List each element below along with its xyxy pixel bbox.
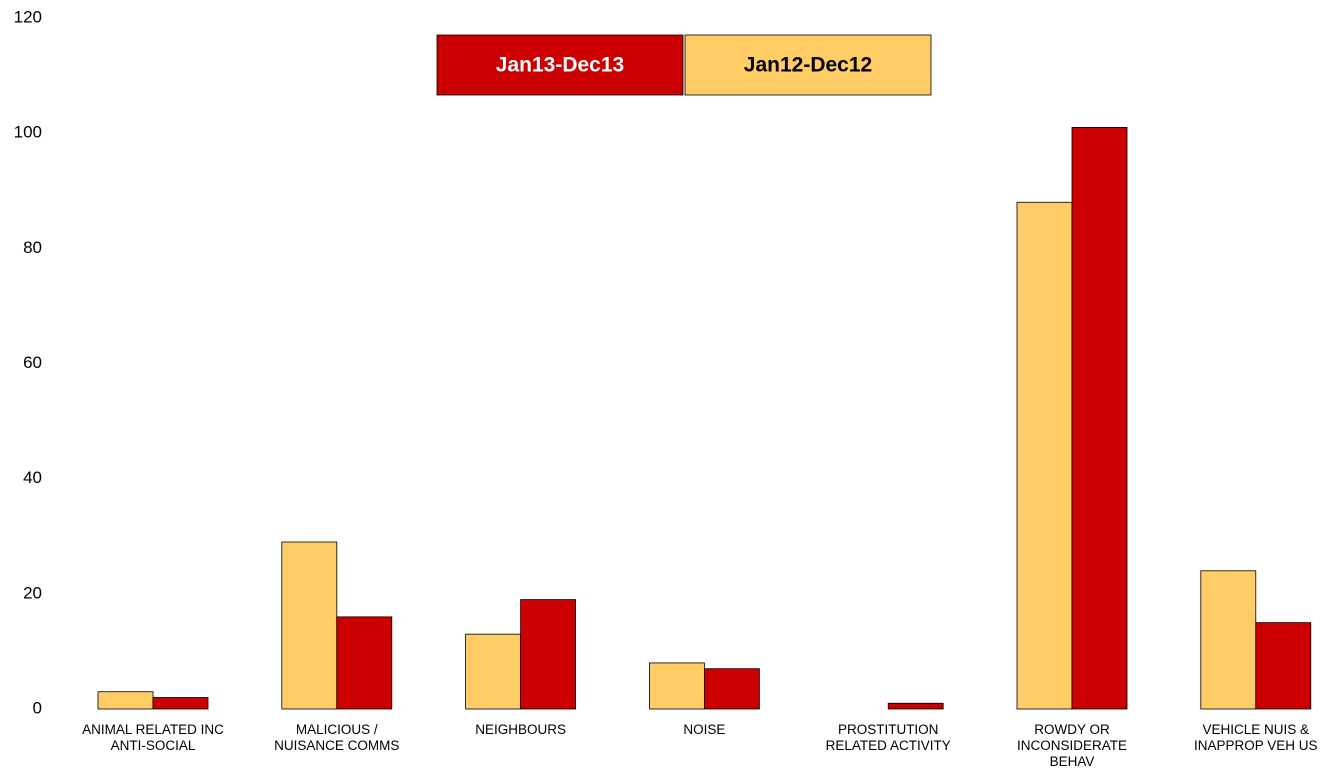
y-tick-label: 100 [14,123,42,142]
y-tick-label: 0 [33,698,42,717]
bar [1255,622,1312,710]
bar [1071,127,1128,710]
bar [1200,570,1257,710]
y-tick-label: 60 [23,353,42,372]
legend-label: Jan13-Dec13 [496,54,624,77]
bar [649,662,705,710]
x-tick-label: ANIMAL RELATED INC ANTI-SOCIAL [82,722,224,753]
y-tick-label: 120 [14,7,42,26]
x-tick-label: NOISE [683,722,726,737]
bar [520,599,576,710]
y-tick-label: 80 [23,238,42,257]
bar [887,702,944,710]
bar [1016,201,1073,710]
x-tick-label: PROSTITUTION RELATED ACTIVITY [825,722,951,753]
bar [97,691,154,710]
legend-item: Jan12-Dec12 [684,34,932,96]
legend-swatch [436,34,684,96]
bar [704,668,760,710]
legend-swatch [684,34,932,96]
bar [281,541,338,710]
x-tick-label: NEIGHBOURS [475,722,566,737]
x-tick-label: MALICIOUS / NUISANCE COMMS [274,722,400,753]
legend-item: Jan13-Dec13 [436,34,684,96]
legend-label: Jan12-Dec12 [744,54,872,77]
y-tick-label: 20 [23,583,42,602]
bar [336,616,393,710]
x-tick-label: VEHICLE NUIS & INAPPROP VEH US [1194,722,1318,753]
bar [465,633,522,710]
y-tick-label: 40 [23,468,42,487]
x-tick-label: ROWDY OR INCONSIDERATE BEHAV [1016,722,1127,769]
bar [152,697,209,710]
